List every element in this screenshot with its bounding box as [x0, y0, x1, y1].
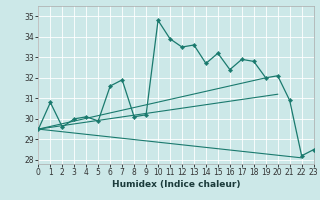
X-axis label: Humidex (Indice chaleur): Humidex (Indice chaleur) — [112, 180, 240, 189]
